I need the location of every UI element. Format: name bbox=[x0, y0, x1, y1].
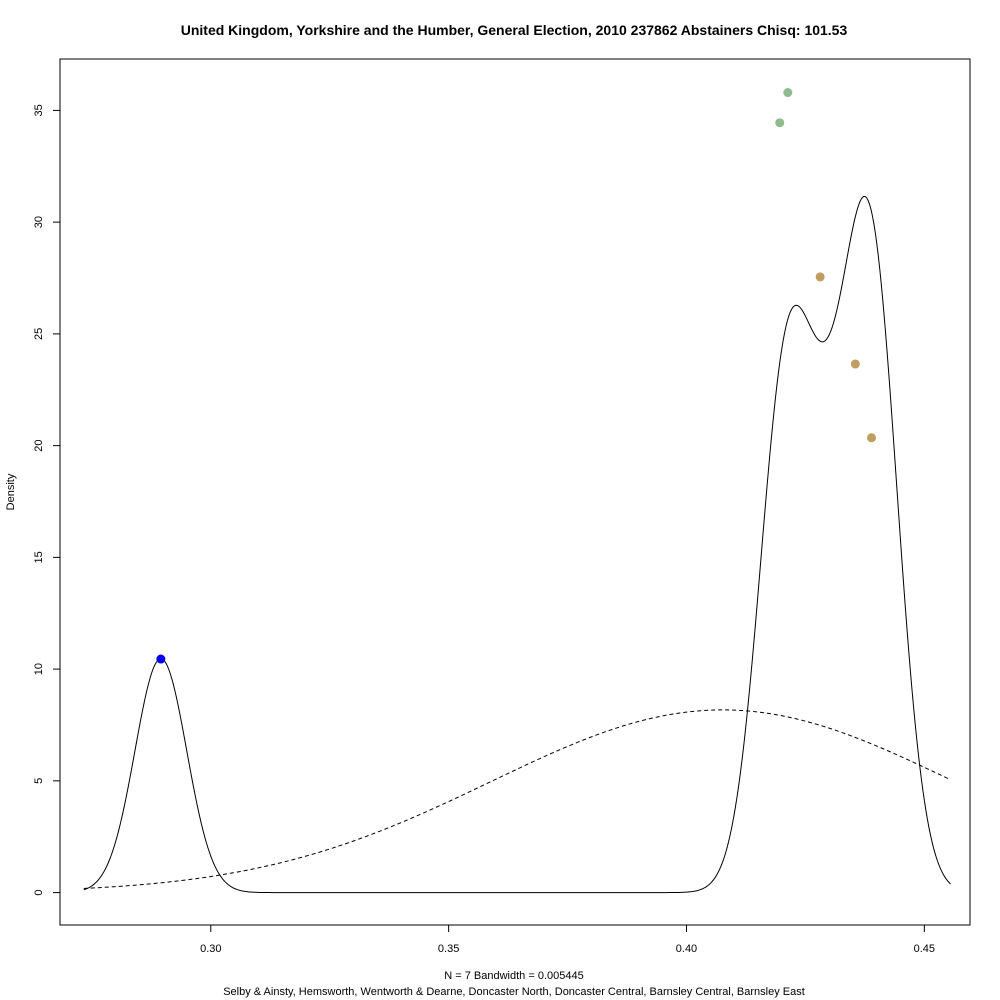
y-tick-label: 5 bbox=[33, 778, 45, 784]
x-tick-label: 0.30 bbox=[200, 943, 221, 955]
data-point bbox=[775, 118, 785, 128]
y-tick-label: 25 bbox=[33, 328, 45, 340]
y-tick-label: 30 bbox=[33, 216, 45, 228]
data-point bbox=[815, 272, 825, 282]
y-axis: 0 5 10 15 20 25 30 35 bbox=[33, 104, 61, 896]
normal-density-curve bbox=[83, 709, 951, 889]
chart-title: United Kingdom, Yorkshire and the Humber… bbox=[181, 22, 848, 38]
data-point bbox=[156, 654, 166, 664]
y-tick-label: 35 bbox=[33, 104, 45, 116]
y-tick-label: 20 bbox=[33, 440, 45, 452]
subtitle: Selby & Ainsty, Hemsworth, Wentworth & D… bbox=[223, 986, 805, 998]
kde-density-curve bbox=[83, 195, 951, 894]
x-axis-label: N = 7 Bandwidth = 0.005445 bbox=[444, 970, 583, 982]
data-points bbox=[156, 88, 877, 664]
y-tick-label: 15 bbox=[33, 551, 45, 563]
y-tick-label: 10 bbox=[33, 663, 45, 675]
x-tick-label: 0.45 bbox=[914, 943, 935, 955]
data-point bbox=[850, 359, 860, 369]
x-tick-label: 0.40 bbox=[676, 943, 697, 955]
plot-frame bbox=[59, 58, 971, 926]
y-axis-label: Density bbox=[5, 473, 17, 510]
x-axis: 0.30 0.35 0.40 0.45 bbox=[200, 924, 935, 955]
curves bbox=[83, 195, 951, 894]
x-tick-label: 0.35 bbox=[438, 943, 459, 955]
data-point bbox=[867, 433, 877, 443]
data-point bbox=[783, 88, 793, 98]
y-tick-label: 0 bbox=[33, 890, 45, 896]
